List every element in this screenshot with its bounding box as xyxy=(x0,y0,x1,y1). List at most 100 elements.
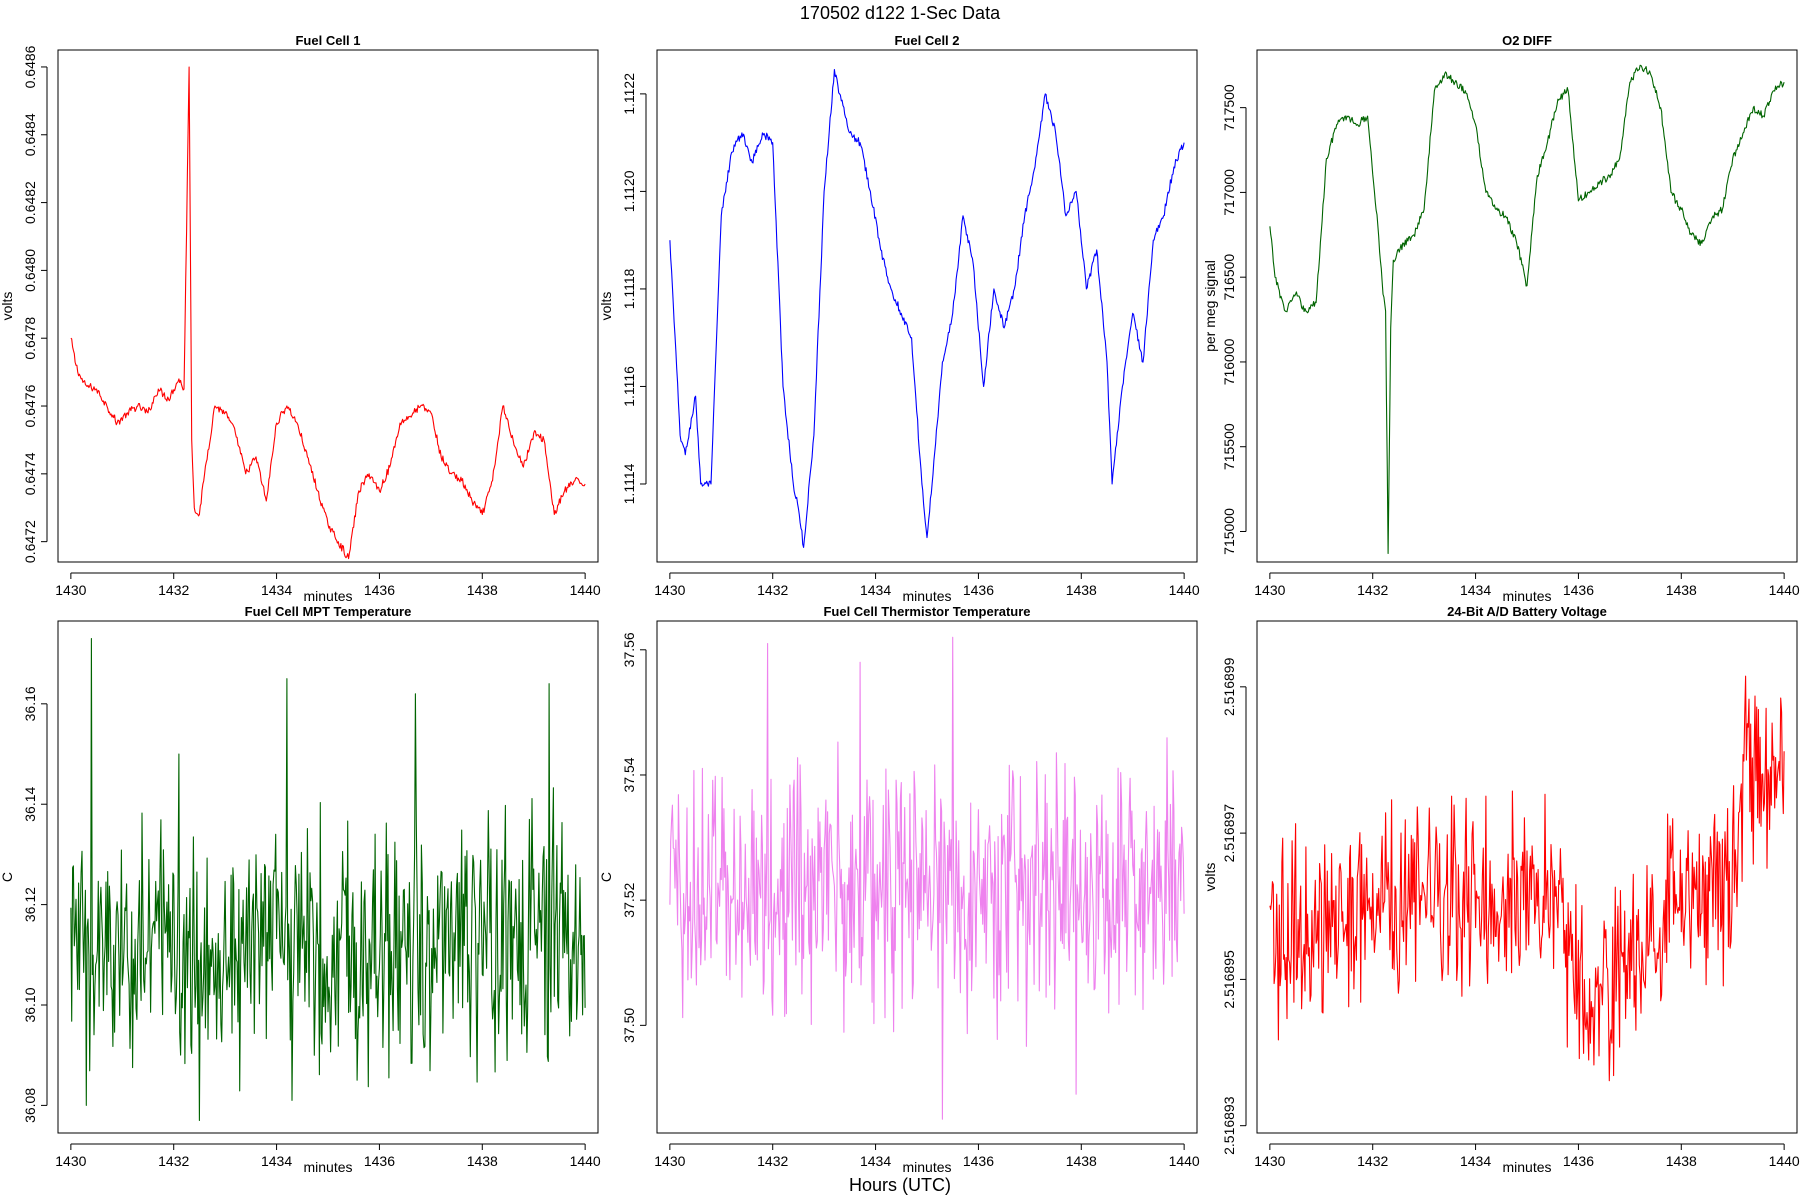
y-axis-label: per meg signal xyxy=(1202,260,1218,352)
x-axis: 1430 1432 1434 1436 1438 1440 xyxy=(1254,572,1800,598)
x-tick-label: 1436 xyxy=(963,1153,994,1169)
x-tick-label: 1438 xyxy=(1066,1153,1097,1169)
y-tick-label: 716500 xyxy=(1221,254,1237,301)
x-axis-label: minutes xyxy=(902,588,951,604)
x-tick-label: 1430 xyxy=(55,1153,86,1169)
x-tick-label: 1432 xyxy=(1357,1153,1388,1169)
x-tick-label: 1438 xyxy=(467,1153,498,1169)
x-tick-label: 1430 xyxy=(55,582,86,598)
x-tick-label: 1432 xyxy=(1357,582,1388,598)
y-tick-label: 0.6476 xyxy=(22,384,38,427)
x-tick-label: 1430 xyxy=(654,1153,685,1169)
y-tick-label: 37.50 xyxy=(621,1008,637,1043)
x-tick-label: 1436 xyxy=(364,582,395,598)
y-axis-label: volts xyxy=(1202,863,1218,892)
x-tick-label: 1434 xyxy=(1460,1153,1491,1169)
x-tick-label: 1430 xyxy=(1254,582,1285,598)
y-tick-label: 37.54 xyxy=(621,757,637,792)
y-tick-label: 1.1122 xyxy=(621,73,637,115)
y-axis-label: volts xyxy=(598,292,614,321)
panel-title: Fuel Cell 2 xyxy=(894,33,959,48)
x-axis: 1430 1432 1434 1436 1438 1440 xyxy=(654,572,1200,598)
figure-bottom-label: Hours (UTC) xyxy=(849,1175,951,1195)
y-tick-label: 36.08 xyxy=(22,1088,38,1123)
panel-5: Fuel Cell Thermistor Temperature minutes C… xyxy=(598,604,1200,1175)
panel-3: O2 DIFF minutes per meg signal 1430 1432 1434… xyxy=(1202,33,1800,604)
y-tick-label: 0.6482 xyxy=(22,181,38,224)
x-axis-label: minutes xyxy=(303,588,352,604)
x-tick-label: 1440 xyxy=(1169,1153,1200,1169)
y-tick-label: 715500 xyxy=(1221,423,1237,470)
y-tick-label: 1.1114 xyxy=(621,463,637,504)
y-tick-label: 0.6474 xyxy=(22,452,38,495)
x-tick-label: 1438 xyxy=(1066,582,1097,598)
x-tick-label: 1434 xyxy=(261,1153,292,1169)
panel-title: Fuel Cell 1 xyxy=(295,33,360,48)
y-tick-label: 36.10 xyxy=(22,987,38,1022)
y-tick-label: 0.6478 xyxy=(22,317,38,360)
panel-title: Fuel Cell MPT Temperature xyxy=(245,604,412,619)
x-axis-label: minutes xyxy=(303,1159,352,1175)
panel-6: 24-Bit A/D Battery Voltage minutes volts 14… xyxy=(1202,604,1800,1175)
series-line xyxy=(669,68,1185,548)
y-tick-label: 0.6486 xyxy=(22,45,38,88)
panel-title: O2 DIFF xyxy=(1502,33,1552,48)
y-tick-label: 1.1118 xyxy=(621,268,637,309)
plot-frame xyxy=(57,620,599,1134)
y-tick-label: 37.56 xyxy=(621,632,637,667)
y-tick-label: 716000 xyxy=(1221,338,1237,385)
x-axis: 1430 1432 1434 1436 1438 1440 xyxy=(654,1143,1200,1169)
figure-title: 170502 d122 1-Sec Data xyxy=(800,3,1001,23)
series-line xyxy=(70,66,586,560)
y-tick-label: 0.6472 xyxy=(22,520,38,563)
y-axis-label: C xyxy=(598,872,614,882)
y-tick-label: 1.1120 xyxy=(621,170,637,212)
y-axis: 715000 715500 716000 716500 717000 717500 xyxy=(1221,84,1247,555)
y-tick-label: 37.52 xyxy=(621,882,637,917)
x-tick-label: 1438 xyxy=(1666,582,1697,598)
y-tick-label: 1.1116 xyxy=(621,366,637,407)
y-tick-label: 2.516897 xyxy=(1221,804,1237,863)
series-line xyxy=(70,638,586,1122)
x-axis-label: minutes xyxy=(1502,1159,1551,1175)
x-tick-label: 1430 xyxy=(1254,1153,1285,1169)
x-tick-label: 1436 xyxy=(963,582,994,598)
y-tick-label: 2.516895 xyxy=(1221,950,1237,1009)
x-tick-label: 1434 xyxy=(860,582,891,598)
x-axis: 1430 1432 1434 1436 1438 1440 xyxy=(1254,1143,1800,1169)
panel-title: 24-Bit A/D Battery Voltage xyxy=(1447,604,1607,619)
y-tick-label: 36.16 xyxy=(22,686,38,721)
y-tick-label: 0.6484 xyxy=(22,113,38,156)
y-tick-label: 0.6480 xyxy=(22,249,38,292)
y-axis-label: C xyxy=(0,872,15,882)
y-tick-label: 715000 xyxy=(1221,508,1237,555)
x-tick-label: 1440 xyxy=(1769,582,1800,598)
x-axis: 1430 1432 1434 1436 1438 1440 xyxy=(55,1143,601,1169)
panel-4: Fuel Cell MPT Temperature minutes C 1430 143… xyxy=(0,604,601,1175)
y-tick-label: 36.12 xyxy=(22,887,38,922)
x-tick-label: 1436 xyxy=(1563,582,1594,598)
x-tick-label: 1434 xyxy=(860,1153,891,1169)
plot-frame xyxy=(57,49,599,563)
plot-frame xyxy=(656,620,1198,1134)
x-tick-label: 1438 xyxy=(1666,1153,1697,1169)
x-tick-label: 1434 xyxy=(261,582,292,598)
series-line xyxy=(1269,675,1785,1082)
x-tick-label: 1440 xyxy=(570,1153,601,1169)
series-line xyxy=(669,636,1185,1120)
series-line xyxy=(1269,64,1785,555)
y-axis: 36.08 36.10 36.12 36.14 36.16 xyxy=(22,686,48,1123)
x-tick-label: 1440 xyxy=(1169,582,1200,598)
y-axis: 0.6472 0.6474 0.6476 0.6478 0.6480 0.6482 0.64… xyxy=(22,45,48,563)
y-axis: 2.516893 2.516895 2.516897 2.516899 xyxy=(1221,657,1247,1155)
y-tick-label: 2.516899 xyxy=(1221,657,1237,716)
y-axis: 37.50 37.52 37.54 37.56 xyxy=(621,632,647,1043)
x-tick-label: 1432 xyxy=(158,1153,189,1169)
plot-frame xyxy=(1256,620,1798,1134)
x-axis: 1430 1432 1434 1436 1438 1440 xyxy=(55,572,601,598)
x-tick-label: 1432 xyxy=(158,582,189,598)
y-tick-label: 717500 xyxy=(1221,84,1237,131)
